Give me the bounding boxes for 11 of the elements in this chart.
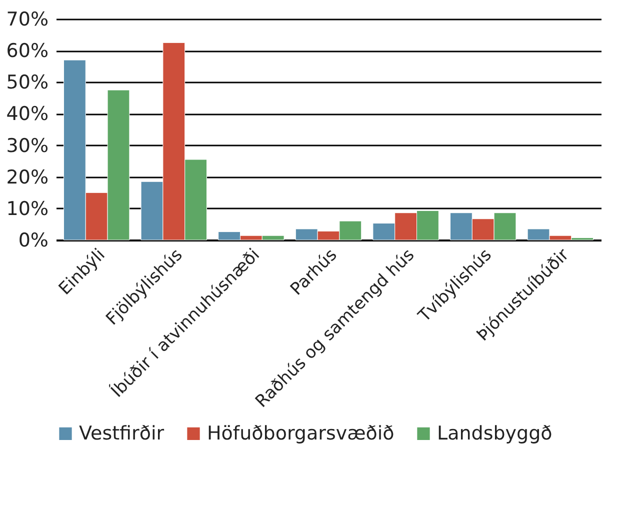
legend-label: Höfuðborgarsvæðið	[207, 422, 394, 445]
y-tick-label: 70%	[6, 8, 48, 30]
y-tick-label: 20%	[6, 166, 48, 188]
y-tick-label: 60%	[6, 40, 48, 62]
y-tick-label: 40%	[6, 103, 48, 126]
legend-label: Vestfirðir	[79, 422, 164, 445]
y-tick-label: 30%	[6, 134, 48, 157]
y-tick-label: 50%	[6, 72, 48, 94]
y-tick-label: 10%	[6, 198, 48, 220]
y-tick-label: 0%	[18, 230, 48, 252]
legend-label: Landsbyggð	[437, 422, 552, 445]
